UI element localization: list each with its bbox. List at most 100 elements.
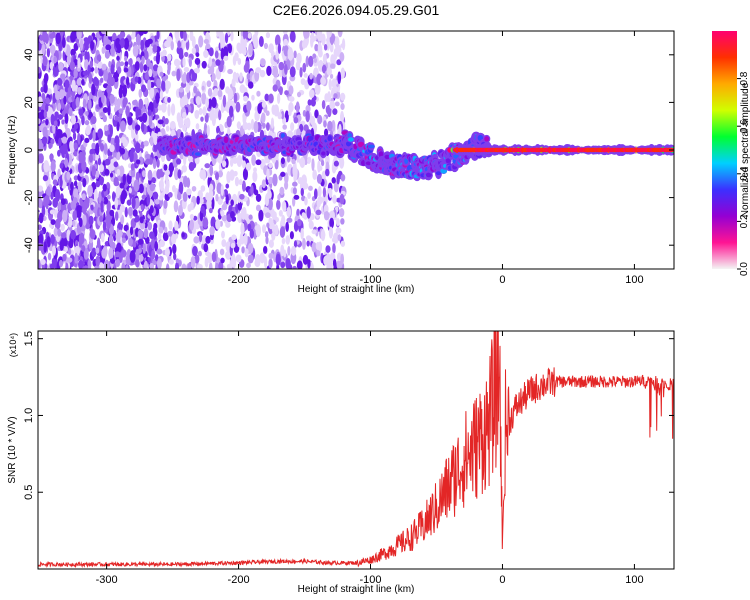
spectrogram-noise-blob [82,214,87,226]
spectrogram-noise-blob [62,253,67,262]
spectrogram-noise-blob [340,240,346,247]
spectrogram-noise-blob [172,243,177,255]
spectrogram-noise-blob [91,247,97,258]
spectrogram-noise-blob [275,216,280,223]
spectrogram-noise-blob [277,112,282,120]
spectrogram-noise-blob [171,185,176,193]
spectrogram-noise-blob [149,231,155,240]
spectrogram-noise-blob [329,100,336,110]
spectrogram-noise-blob [271,211,277,218]
spectrogram-noise-blob [208,47,214,57]
spectrogram-noise-blob [192,245,198,257]
spectrogram-noise-blob [326,67,333,76]
spectrogram-noise-blob [66,171,71,181]
spectrogram-noise-blob [163,199,168,209]
spectrogram-noise-blob [40,258,46,265]
spectrogram-noise-blob [70,200,77,210]
spectrogram-noise-blob [89,60,94,68]
spectrogram-noise-blob [214,106,220,119]
spectrogram-noise-blob [151,238,155,250]
spectrogram-noise-blob [140,39,145,51]
spectrogram-noise-blob [268,239,274,249]
spectrogram-noise-blob [141,112,148,123]
spectrogram-noise-blob [284,181,289,190]
spectrogram-noise-blob [306,206,311,219]
spectrogram-noise-blob [309,115,316,126]
spectrogram-noise-blob [253,167,257,173]
spectrogram-noise-blob [63,95,67,105]
spectrogram-noise-blob [241,180,246,192]
spectrogram-noise-blob [313,188,318,200]
spectrogram-noise-blob [92,129,96,142]
spectrogram-noise-blob [182,124,187,132]
spectrogram-noise-blob [114,251,121,258]
spectrogram-noise-blob [221,230,225,239]
spectrogram-noise-blob [38,185,44,192]
spectrogram-noise-blob [94,66,99,74]
spectrogram-noise-blob [61,36,66,49]
spectrogram-noise-blob [57,168,61,178]
spectrogram-noise-blob [97,61,103,69]
spectrogram-noise-blob [339,52,345,62]
spectrogram-noise-blob [90,204,94,210]
spectrogram-noise-blob [196,195,201,205]
spectrogram-noise-blob [52,179,58,186]
spectrogram-noise-blob [109,124,114,137]
spectrogram-noise-blob [110,64,115,75]
spectrogram-noise-blob [124,206,128,218]
spectrogram-noise-blob [143,260,148,269]
spectrogram-noise-blob [121,262,126,269]
spectrogram-noise-blob [300,156,305,165]
spectrogram-noise-blob [337,71,342,85]
spectrogram-noise-blob [134,61,140,71]
spectrogram-noise-blob [131,196,136,209]
snr-y-tick-label: 0.5 [23,485,35,500]
spectrogram-noise-blob [144,159,151,165]
spectrogram-noise-blob [128,66,132,78]
spectrogram-noise-blob [195,123,200,130]
spectrogram-noise-blob [72,220,76,227]
spectrogram-noise-blob [91,142,97,150]
spectrogram-line-core [384,154,391,160]
spectrogram-noise-blob [84,59,89,70]
spectrogram-noise-blob [38,224,42,231]
spectrogram-noise-blob [118,112,122,120]
spectrogram-noise-blob [215,219,221,230]
spectrogram-noise-blob [95,142,100,156]
spectrogram-noise-blob [38,66,41,74]
spectrogram-noise-blob [232,256,237,269]
spectrogram-noise-blob [303,73,308,78]
spectrogram-noise-blob [308,185,313,191]
spectrogram-noise-blob [182,31,187,42]
spectrogram-noise-blob [321,99,326,110]
spectrogram-noise-blob [207,68,212,75]
spectrogram-noise-blob [322,187,327,198]
spectrogram-noise-blob [101,63,107,71]
spectrogram-noise-blob [144,72,150,81]
spectrogram-noise-blob [148,68,153,78]
spectrogram-noise-blob [145,58,151,67]
spectrogram-noise-blob [290,245,297,256]
spectrogram-noise-blob [315,241,321,251]
spectrogram-noise-blob [143,228,149,239]
spectrogram-noise-blob [163,164,168,171]
spectrogram-noise-blob [182,191,188,202]
spectrogram-noise-blob [116,242,122,253]
spectrogram-noise-blob [206,198,212,211]
spectrogram-noise-blob [135,124,141,131]
spectrogram-noise-blob [323,120,327,128]
spectrogram-noise-blob [260,58,266,67]
spectrogram-noise-blob [332,194,337,204]
spectrogram-noise-blob [264,93,270,102]
spectrogram-noise-blob [337,234,342,241]
spectrogram-noise-blob [201,92,207,105]
spectrogram-noise-blob [317,114,323,125]
spectrogram-noise-blob [304,197,308,206]
spectrogram-noise-blob [114,115,119,121]
spectrogram-noise-blob [45,118,49,126]
spectrogram-noise-blob [268,252,274,260]
spectrogram-noise-blob [50,113,55,126]
spectrogram-noise-blob [88,98,92,111]
spectrogram-noise-blob [176,158,182,165]
